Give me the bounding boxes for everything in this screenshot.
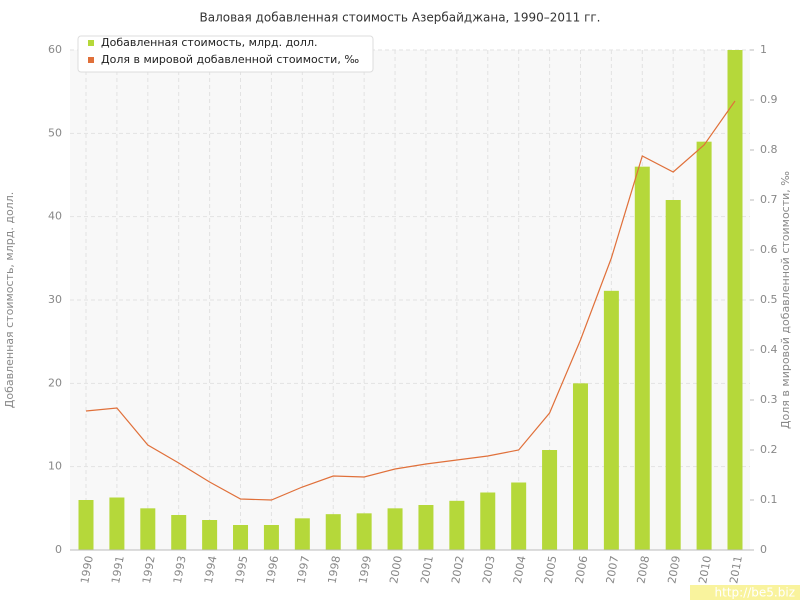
- x-tick-label: 2001: [418, 555, 436, 585]
- bar: [387, 508, 403, 550]
- line: [85, 100, 736, 501]
- y-tick-label: 10: [48, 460, 62, 473]
- bar: [140, 508, 156, 550]
- legend-label: Добавленная стоимость, млрд. долл.: [101, 36, 317, 49]
- y2-axis-label: Доля в мировой добавленной стоимости, ‰: [779, 171, 792, 429]
- y-tick-label: 0: [55, 543, 62, 556]
- bar: [325, 514, 341, 550]
- y2-tick-label: 0.2: [760, 443, 778, 456]
- chart-title: Валовая добавленная стоимость Азербайджа…: [200, 11, 601, 25]
- x-tick-label: 1991: [109, 555, 127, 585]
- y2-tick-label: 0.1: [760, 493, 778, 506]
- legend-box: [77, 35, 374, 73]
- watermark: http://be5.biz: [715, 586, 795, 600]
- x-tick-label: 2007: [604, 555, 622, 585]
- y2-tick-label: 0.6: [760, 243, 778, 256]
- bar: [449, 500, 465, 550]
- x-tick-label: 2006: [573, 555, 591, 585]
- x-tick-label: 1997: [295, 555, 313, 585]
- bar: [294, 518, 310, 550]
- y-axis-label: Добавленная стоимость, млрд. долл.: [3, 192, 16, 408]
- y-tick-label: 40: [48, 210, 62, 223]
- x-tick-label: 1993: [171, 555, 189, 585]
- x-tick-label: 1999: [356, 555, 374, 585]
- bar: [572, 383, 588, 550]
- x-tick-label: 1994: [202, 555, 220, 585]
- x-tick-label: 2003: [480, 555, 498, 585]
- x-tick-label: 2000: [387, 555, 405, 585]
- watermark-bg: [690, 585, 800, 600]
- marks: [78, 50, 743, 550]
- y2-tick-label: 1: [760, 43, 767, 56]
- legend-label: Доля в мировой добавленной стоимости, ‰: [101, 53, 359, 66]
- legend-swatch: [88, 40, 94, 46]
- y2-tick-label: 0.4: [760, 343, 778, 356]
- bar: [665, 200, 681, 550]
- x-tick-label: 2009: [665, 555, 683, 585]
- x-tick-label: 1992: [140, 555, 158, 585]
- bar: [603, 290, 619, 550]
- bar: [480, 492, 496, 550]
- x-tick-label: 1990: [78, 555, 96, 585]
- bar: [233, 525, 249, 550]
- y-tick-label: 30: [48, 293, 62, 306]
- bar: [109, 497, 125, 550]
- x-tick-label: 2004: [511, 555, 529, 585]
- x-tick-label: 1996: [264, 555, 282, 585]
- y2-tick-label: 0.3: [760, 393, 778, 406]
- bar: [356, 513, 372, 550]
- x-tick-label: 2010: [696, 555, 714, 585]
- x-tick-label: 2005: [542, 555, 560, 585]
- legend: Добавленная стоимость, млрд. долл. Доля …: [77, 35, 374, 73]
- bar: [727, 50, 743, 550]
- bar: [202, 520, 218, 550]
- x-tick-label: 2011: [727, 555, 745, 585]
- bar: [418, 505, 434, 550]
- y-tick-label: 60: [48, 43, 62, 56]
- y2-tick-label: 0.5: [760, 293, 778, 306]
- bar: [634, 166, 650, 550]
- bar: [511, 482, 527, 550]
- x-tick-label: 1995: [233, 555, 251, 585]
- y2-tick-label: 0.8: [760, 143, 778, 156]
- x-tick-label: 2002: [449, 555, 467, 585]
- legend-swatch: [88, 57, 94, 63]
- bar: [542, 450, 558, 550]
- x-tick-label: 1998: [325, 555, 343, 585]
- y-tick-label: 20: [48, 376, 62, 389]
- bar: [263, 525, 279, 550]
- y-tick-label: 50: [48, 126, 62, 139]
- y2-tick-label: 0: [760, 543, 767, 556]
- bar: [78, 500, 94, 550]
- bar: [171, 515, 187, 550]
- y2-tick-label: 0.9: [760, 93, 778, 106]
- y2-tick-label: 0.7: [760, 193, 778, 206]
- bar: [696, 141, 712, 550]
- x-tick-label: 2008: [635, 555, 653, 585]
